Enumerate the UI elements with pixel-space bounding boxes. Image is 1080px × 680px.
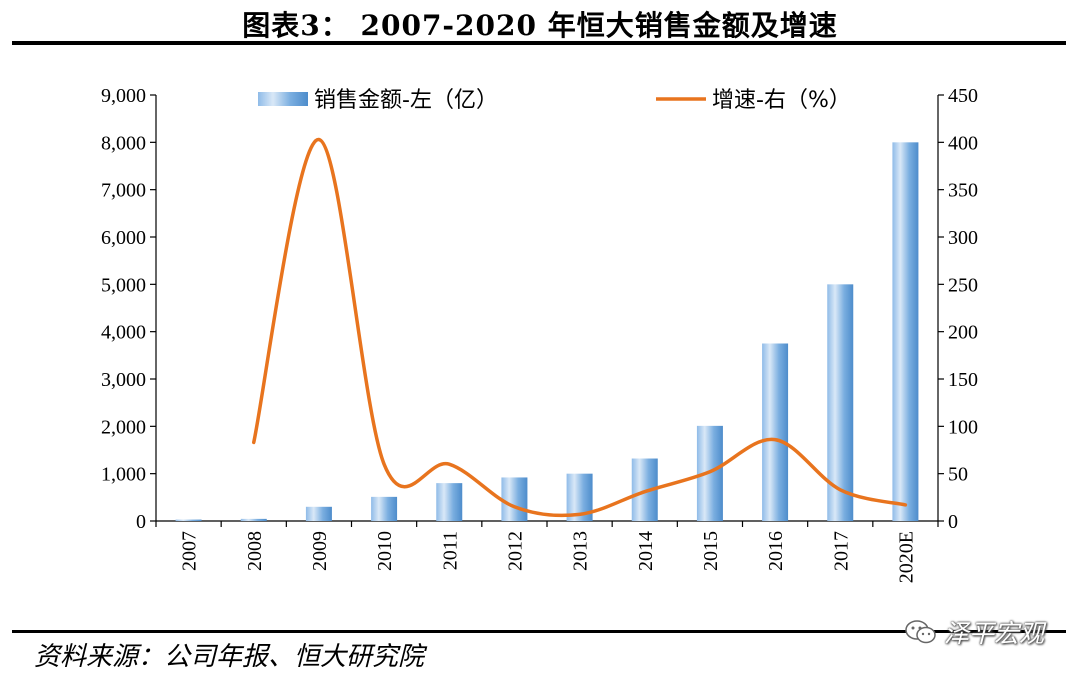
sales-bar	[501, 477, 528, 521]
sales-bar	[892, 142, 919, 522]
right-tick-label: 50	[948, 464, 968, 486]
sales-bar	[436, 483, 463, 521]
sales-bar	[305, 506, 332, 521]
bottom-rule	[12, 630, 1066, 633]
right-tick-label: 350	[948, 180, 978, 202]
left-tick-label: 1,000	[101, 464, 146, 486]
sales-bar	[175, 519, 202, 521]
left-tick-label: 2,000	[101, 416, 146, 438]
x-category-label: 2016	[765, 531, 787, 571]
legend-bar-swatch	[258, 92, 308, 106]
sales-bar	[371, 496, 398, 521]
x-category-label: 2011	[439, 531, 461, 570]
right-tick-label: 150	[948, 369, 978, 391]
chart-title: 图表3： 2007-2020 年恒大销售金额及增速	[242, 9, 838, 42]
source-note: 资料来源：公司年报、恒大研究院	[34, 642, 425, 672]
x-category-label: 2008	[244, 531, 266, 571]
watermark: 泽平宏观	[904, 614, 1044, 650]
sales-bar	[827, 284, 854, 521]
right-tick-label: 400	[948, 132, 978, 154]
legend-line-label: 增速-右（%）	[712, 88, 851, 113]
legend-bar-label: 销售金额-左（亿）	[314, 88, 498, 113]
left-tick-label: 3,000	[101, 369, 146, 391]
top-rule	[12, 41, 1066, 45]
left-tick-label: 0	[136, 511, 146, 533]
wechat-icon	[905, 620, 936, 644]
right-tick-label: 100	[948, 416, 978, 438]
right-tick-label: 200	[948, 322, 978, 344]
left-tick-label: 5,000	[101, 274, 146, 296]
left-tick-label: 7,000	[101, 180, 146, 202]
sales-bar	[240, 518, 267, 521]
growth-rate-line	[252, 137, 908, 518]
x-category-label: 2013	[570, 531, 592, 571]
left-tick-label: 6,000	[101, 227, 146, 249]
x-category-label: 2012	[504, 531, 526, 571]
x-category-label: 2007	[179, 531, 201, 571]
chart: 0 1,000 2,000 3,000 4,000 5,000 6,000 7,000 8,00…	[101, 85, 978, 583]
right-tick-label: 250	[948, 274, 978, 296]
left-tick-label: 9,000	[101, 85, 146, 107]
watermark-text: 泽平宏观	[943, 619, 1044, 648]
left-tick-label: 8,000	[101, 132, 146, 154]
right-tick-label: 450	[948, 85, 978, 107]
sales-bar	[762, 343, 789, 521]
right-tick-label: 300	[948, 227, 978, 249]
x-category-label: 2015	[700, 531, 722, 571]
right-tick-label: 0	[948, 511, 958, 533]
x-category-label: 2010	[374, 531, 396, 571]
x-category-label: 2009	[309, 531, 331, 571]
left-tick-label: 4,000	[101, 322, 146, 344]
x-category-label: 2017	[830, 531, 852, 571]
x-category-label: 2020E	[895, 531, 917, 583]
x-category-label: 2014	[635, 531, 657, 571]
